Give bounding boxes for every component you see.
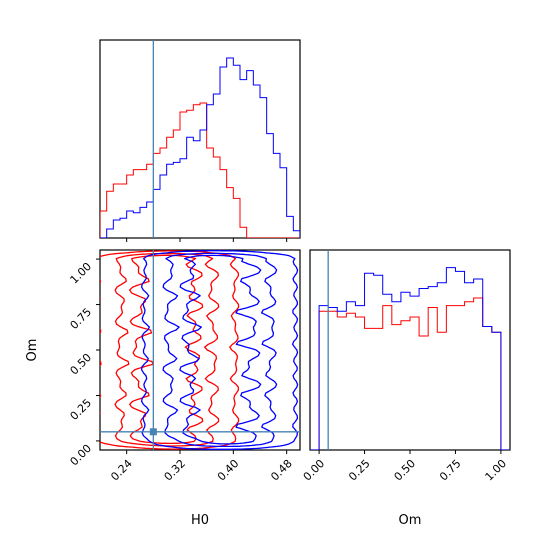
joint-ytick-label: 0.50 [68, 351, 95, 378]
om-marginal-hist-0 [310, 297, 510, 450]
joint-xtick-label: 0.48 [268, 457, 295, 484]
om-xtick-label: 0.00 [301, 457, 328, 484]
joint-ytick-label: 1.00 [68, 260, 95, 287]
x-axis-label-om: Om [399, 513, 422, 528]
joint-ytick-label: 0.25 [68, 396, 95, 423]
truth-marker [149, 428, 157, 436]
x-axis-label-h0: H0 [191, 513, 209, 528]
h0-marginal-hist-0 [100, 102, 300, 238]
y-axis-label-om: Om [25, 339, 40, 362]
om-marginal-histograms [310, 250, 510, 450]
contour-1-level-1 [162, 252, 278, 448]
joint-contours [100, 250, 300, 450]
joint-ytick-label: 0.75 [68, 305, 95, 332]
joint-ytick-label: 0.00 [68, 442, 95, 469]
panel-h0-marginal-frame [99, 39, 301, 239]
h0-marginal-hist-1 [100, 57, 300, 238]
om-xtick-label: 0.25 [346, 457, 373, 484]
om-marginal-hist-1 [310, 267, 510, 450]
om-xtick-label: 0.50 [392, 457, 419, 484]
om-xtick-label: 1.00 [483, 457, 510, 484]
joint-xtick-label: 0.24 [108, 457, 135, 484]
contour-1-level-2 [179, 254, 262, 445]
joint-xtick-label: 0.40 [215, 457, 242, 484]
joint-xtick-label: 0.32 [162, 457, 189, 484]
h0-marginal-histograms [100, 40, 300, 238]
contour-0-level-1 [114, 252, 220, 447]
panel-om-marginal-frame [309, 249, 511, 451]
contour-1-level-0 [140, 250, 299, 450]
om-xtick-label: 0.75 [437, 457, 464, 484]
panel-joint-frame [99, 249, 301, 451]
